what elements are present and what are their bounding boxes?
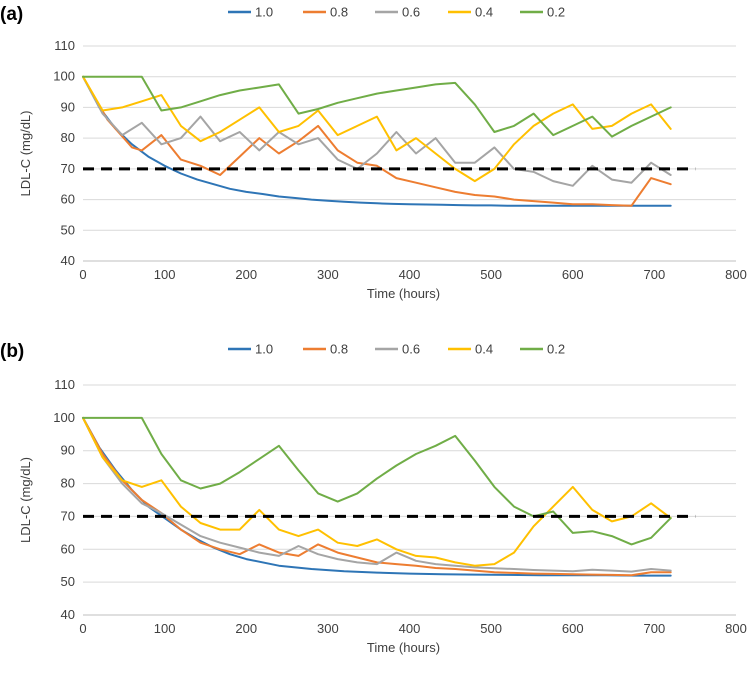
x-axis-label: Time (hours) — [367, 286, 440, 301]
y-tick-label: 90 — [61, 443, 75, 458]
x-tick-label: 600 — [562, 621, 584, 636]
x-axis-label: Time (hours) — [367, 640, 440, 655]
legend-entry-label: 0.8 — [330, 5, 348, 20]
y-tick-label: 110 — [54, 38, 75, 53]
x-tick-label: 200 — [235, 621, 257, 636]
y-tick-label: 100 — [53, 69, 75, 84]
legend-entry-label: 1.0 — [255, 342, 273, 357]
legend: 1.0 0.8 0.6 0.4 0.2 — [228, 5, 565, 20]
series-line-1-0 — [82, 75, 672, 207]
x-tick-label: 300 — [317, 267, 339, 282]
y-tick-label: 90 — [61, 99, 75, 114]
y-tick-label: 70 — [61, 508, 75, 523]
x-tick-label: 0 — [79, 621, 86, 636]
chart-panel-b: (b) 40 50 60 70 80 90 100 110 0 100 200 300 400 500 600… — [0, 341, 747, 655]
legend-entry-label: 0.6 — [402, 5, 420, 20]
legend-entry-label: 0.6 — [402, 342, 420, 357]
legend-entry-label: 0.4 — [475, 342, 493, 357]
legend-entry-label: 1.0 — [255, 5, 273, 20]
series-line-0-8 — [82, 416, 672, 577]
y-tick-label: 40 — [61, 607, 75, 622]
series-line-0-4 — [82, 416, 672, 567]
y-tick-label: 40 — [61, 253, 75, 268]
x-tick-label: 0 — [79, 267, 86, 282]
series-line-0-2 — [82, 75, 672, 138]
y-axis-label: LDL-C (mg/dL) — [18, 457, 33, 543]
y-tick-label: 100 — [53, 410, 75, 425]
y-tick-label: 50 — [61, 222, 75, 237]
y-axis-label: LDL-C (mg/dL) — [18, 111, 33, 197]
chart-panel-a: (a) 40 50 60 70 80 90 100 110 0 100 200 300 400 500 600… — [0, 4, 747, 301]
series-line-0-8 — [82, 75, 672, 207]
x-tick-label: 500 — [480, 621, 502, 636]
x-tick-label: 500 — [480, 267, 502, 282]
y-tick-label: 110 — [54, 377, 75, 392]
y-tick-label: 80 — [61, 130, 75, 145]
x-tick-label: 100 — [154, 267, 176, 282]
series-line-0-6 — [82, 75, 672, 187]
legend-entry-label: 0.2 — [547, 5, 565, 20]
y-tick-label: 50 — [61, 574, 75, 589]
x-tick-label: 400 — [399, 621, 421, 636]
x-tick-label: 700 — [644, 621, 666, 636]
x-tick-label: 800 — [725, 621, 747, 636]
x-tick-label: 200 — [235, 267, 257, 282]
series-line-1-0 — [82, 416, 672, 577]
x-tick-label: 300 — [317, 621, 339, 636]
x-tick-label: 100 — [154, 621, 176, 636]
legend-entry-label: 0.2 — [547, 342, 565, 357]
x-tick-label: 700 — [644, 267, 666, 282]
legend: 1.0 0.8 0.6 0.4 0.2 — [228, 342, 565, 357]
series-line-0-6 — [82, 416, 672, 573]
y-tick-label: 60 — [61, 192, 75, 207]
series-line-0-2 — [82, 416, 672, 546]
panel-label: (a) — [0, 4, 23, 25]
x-tick-label: 800 — [725, 267, 747, 282]
panel-label: (b) — [0, 341, 24, 362]
y-tick-label: 80 — [61, 476, 75, 491]
legend-entry-label: 0.4 — [475, 5, 493, 20]
x-tick-label: 600 — [562, 267, 584, 282]
legend-entry-label: 0.8 — [330, 342, 348, 357]
y-tick-label: 60 — [61, 541, 75, 556]
y-tick-label: 70 — [61, 161, 75, 176]
x-tick-label: 400 — [399, 267, 421, 282]
series-line-0-4 — [82, 75, 672, 183]
